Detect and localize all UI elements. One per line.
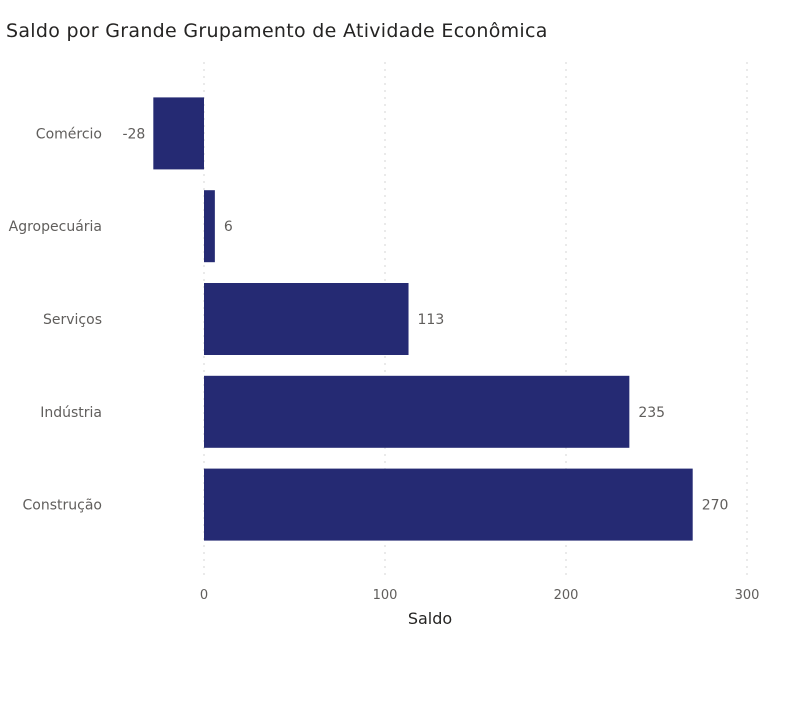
category-label: Construção xyxy=(23,498,102,514)
data-labels: -28 6 113 235 270 xyxy=(122,126,728,513)
x-tick-label: 0 xyxy=(200,588,208,603)
bar-0[interactable] xyxy=(153,97,204,170)
data-label: 235 xyxy=(638,405,665,421)
data-label: 113 xyxy=(418,312,445,328)
data-label: 270 xyxy=(702,498,729,514)
category-labels: Comércio Agropecuária Serviços Indústria Con… xyxy=(9,126,102,513)
bars xyxy=(153,97,693,541)
x-axis-title: Saldo xyxy=(408,609,452,628)
chart-title: Saldo por Grande Grupamento de Atividade… xyxy=(6,20,548,42)
x-axis-ticks: 0 100 200 300 xyxy=(200,588,760,603)
x-tick-label: 200 xyxy=(554,588,579,603)
category-label: Serviços xyxy=(43,312,102,328)
category-label: Agropecuária xyxy=(9,219,102,235)
x-tick-label: 300 xyxy=(735,588,760,603)
bar-4[interactable] xyxy=(204,468,693,541)
x-tick-label: 100 xyxy=(373,588,398,603)
category-label: Indústria xyxy=(40,405,102,421)
bar-3[interactable] xyxy=(204,375,630,448)
bar-1[interactable] xyxy=(204,190,215,263)
bar-2[interactable] xyxy=(204,283,409,355)
data-label: 6 xyxy=(224,219,233,235)
data-label: -28 xyxy=(122,126,145,142)
category-label: Comércio xyxy=(36,126,102,142)
